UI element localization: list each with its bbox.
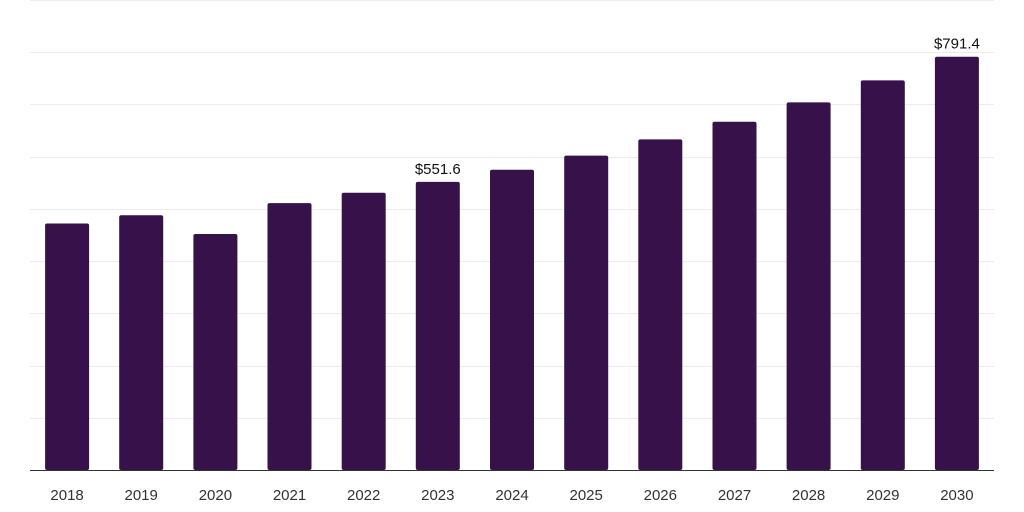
bar-2026 — [638, 139, 683, 470]
bar-2022 — [341, 192, 386, 470]
data-label-2023: $551.6 — [415, 161, 461, 178]
x-tick-label: 2023 — [421, 487, 454, 504]
x-tick-label: 2020 — [199, 487, 232, 504]
bar-2024 — [490, 169, 534, 470]
x-tick-labels: 2018 2019 2020 2021 2022 2023 2024 2025 2026 2027… — [50, 487, 973, 504]
bar-2019 — [119, 215, 164, 470]
data-label-2030: $791.4 — [934, 36, 980, 53]
x-tick-label: 2025 — [570, 487, 603, 504]
x-tick-label: 2028 — [792, 487, 825, 504]
bar-2025 — [564, 155, 609, 470]
x-tick-label: 2030 — [940, 487, 973, 504]
bar-2020 — [193, 234, 238, 470]
bar-2018 — [45, 223, 90, 470]
bar-2028 — [786, 102, 831, 471]
x-tick-label: 2027 — [718, 487, 751, 504]
x-tick-label: 2018 — [50, 487, 83, 504]
bars — [45, 56, 979, 471]
bar-2023 — [415, 181, 460, 470]
bar-2027 — [712, 121, 757, 470]
x-tick-label: 2026 — [644, 487, 677, 504]
x-tick-label: 2029 — [866, 487, 899, 504]
data-labels: $551.6 $791.4 — [415, 36, 980, 178]
bar-2030 — [934, 56, 979, 470]
x-tick-label: 2021 — [273, 487, 306, 504]
bar-2021 — [267, 203, 312, 470]
x-tick-label: 2019 — [125, 487, 158, 504]
x-tick-label: 2024 — [495, 487, 528, 504]
bar-2029 — [860, 80, 905, 471]
x-tick-label: 2022 — [347, 487, 380, 504]
